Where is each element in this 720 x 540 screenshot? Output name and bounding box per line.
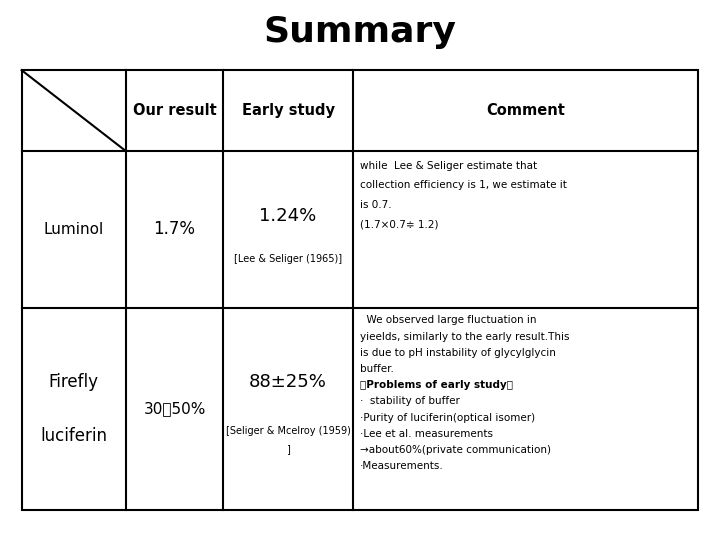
Text: ]: ] [286,444,290,455]
Text: 1.7%: 1.7% [153,220,196,239]
Text: 1.24%: 1.24% [259,207,317,225]
Text: [Seliger & Mcelroy (1959): [Seliger & Mcelroy (1959) [225,426,351,436]
Text: Summary: Summary [264,16,456,49]
Text: ＜Problems of early study＞: ＜Problems of early study＞ [360,380,513,390]
Text: while  Lee & Seliger estimate that: while Lee & Seliger estimate that [360,161,537,171]
Bar [22,70,698,510]
Text: (1.7×0.7≑ 1.2): (1.7×0.7≑ 1.2) [360,219,438,230]
Text: is 0.7.: is 0.7. [360,200,392,210]
Text: 88±25%: 88±25% [249,373,327,391]
Text: collection efficiency is 1, we estimate it: collection efficiency is 1, we estimate … [360,180,567,191]
Text: →about60%(private communication): →about60%(private communication) [360,445,551,455]
Text: ·Lee et al. measurements: ·Lee et al. measurements [360,429,493,439]
Text: 30～50%: 30～50% [143,402,206,416]
Text: luciferin: luciferin [40,427,107,445]
Text: yieelds, similarly to the early result.This: yieelds, similarly to the early result.T… [360,332,570,342]
Text: buffer.: buffer. [360,364,394,374]
Text: We observed large fluctuation in: We observed large fluctuation in [360,315,536,326]
Text: Firefly: Firefly [49,373,99,391]
Text: Our result: Our result [132,103,217,118]
Text: is due to pH instability of glycylglycin: is due to pH instability of glycylglycin [360,348,556,358]
Text: ·Purity of luciferin(optical isomer): ·Purity of luciferin(optical isomer) [360,413,535,423]
Text: ·Measurements.: ·Measurements. [360,461,444,471]
Text: Luminol: Luminol [44,222,104,237]
Text: Early study: Early study [241,103,335,118]
Text: [Lee & Seliger (1965)]: [Lee & Seliger (1965)] [234,254,342,264]
Text: Comment: Comment [486,103,565,118]
Text: ·  stability of buffer: · stability of buffer [360,396,460,407]
